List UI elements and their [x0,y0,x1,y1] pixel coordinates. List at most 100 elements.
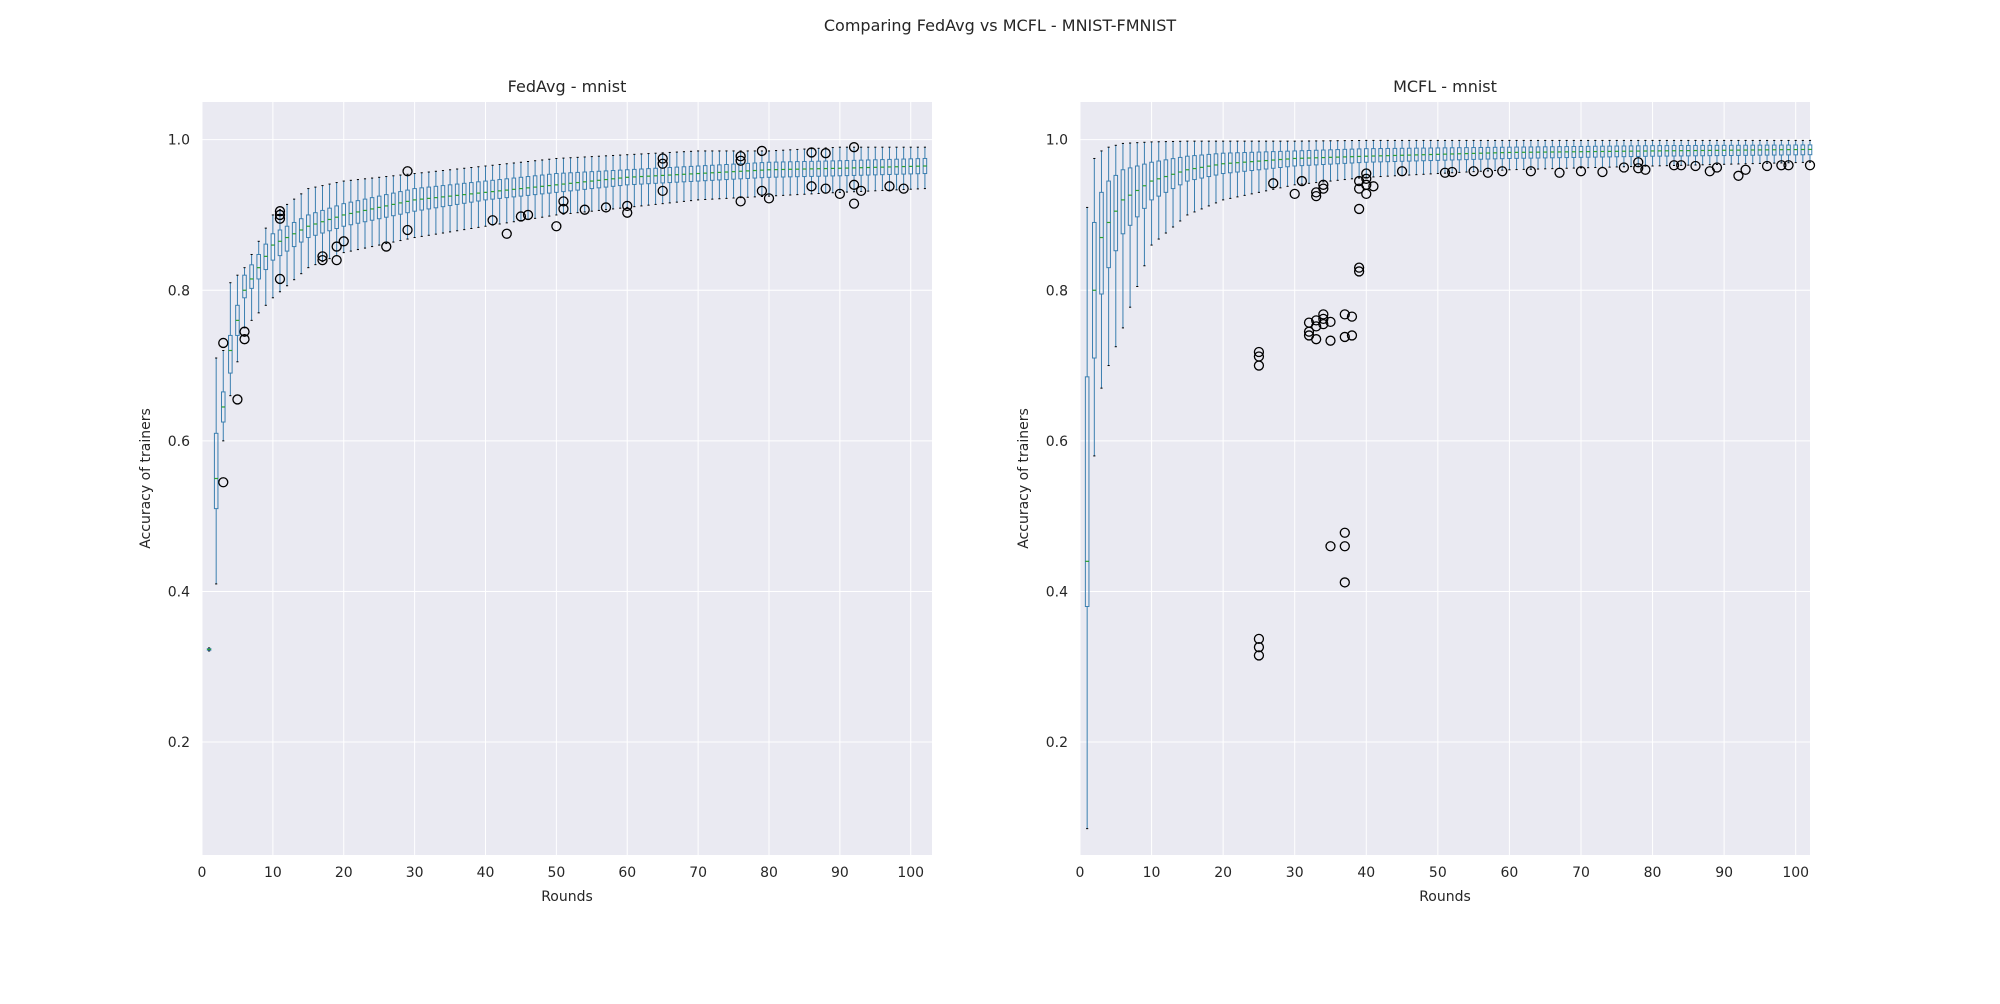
outlier-point [1253,642,1265,653]
outlier-point [763,193,775,204]
box-iqr [1113,174,1119,252]
outlier-point [1268,178,1279,189]
box-iqr [270,233,276,261]
box-iqr [469,182,474,203]
outlier-point [1311,321,1322,332]
box-iqr [490,179,495,200]
outlier-point [1761,160,1773,172]
x-tick-label: 60 [618,865,636,881]
outlier-point [1361,179,1372,190]
box-iqr [589,171,595,190]
box-iqr [256,253,261,280]
outlier-point [1296,175,1308,187]
outlier-point [1346,330,1358,341]
outlier-point [579,204,590,215]
box-iqr [518,176,524,197]
box-iqr [284,225,290,252]
y-tick-label: 0.6 [1046,434,1068,450]
x-tick-label: 20 [1214,865,1232,881]
outlier-point [1318,179,1329,190]
outlier-point [1733,170,1744,181]
outlier-point [657,185,668,197]
outlier-point [834,188,846,200]
box-iqr [291,221,297,248]
outlier-point [1804,160,1816,171]
outlier-point [551,221,562,232]
plot-background [202,102,932,855]
box-iqr [1192,155,1197,181]
outlier-point [1325,316,1336,328]
x-tick-label: 0 [1076,865,1085,881]
box-iqr [1206,153,1212,178]
outlier-point [1289,188,1300,200]
outlier-point [1525,166,1537,177]
x-tick-label: 30 [1286,865,1304,881]
outlier-point [657,158,668,169]
outlier-point [600,202,612,213]
box-iqr [532,175,538,196]
outlier-point [1468,166,1479,177]
outlier-point [274,213,286,224]
outlier-point [848,179,860,190]
outlier-point [274,273,286,285]
x-tick-label: 0 [198,865,207,881]
plot-background [1080,102,1810,855]
figure-title: Comparing FedAvg vs MCFL - MNIST-FMNIST [823,16,1177,35]
x-tick-label: 50 [547,865,565,881]
outlier-point [1618,162,1630,173]
box-iqr [1127,167,1133,226]
outlier-point [331,254,342,266]
box-iqr [1356,148,1362,164]
box-iqr [440,185,446,208]
outlier-point [1325,335,1336,346]
box-iqr [213,432,219,510]
y-tick-label: 0.8 [168,283,190,299]
box-iqr [454,183,460,205]
box-iqr [249,264,254,289]
box-iqr [539,174,545,195]
outlier-point [338,236,349,247]
box-iqr [461,182,467,204]
box-iqr [1199,154,1204,179]
box-iqr [504,178,510,199]
outlier-point [1439,167,1451,178]
x-tick-label: 90 [1715,865,1733,881]
x-axis-label: Rounds [541,889,593,905]
box-iqr [277,229,283,257]
box-iqr [1371,148,1376,163]
outlier-point [1575,166,1587,177]
outlier-point [381,241,392,252]
box-iqr [511,177,517,198]
outlier-point [487,215,498,226]
outlier-point [274,206,286,217]
subplot-title: FedAvg - mnist [508,77,627,96]
outlier-point [1339,577,1350,588]
outlier-point [1711,162,1723,173]
panel-mcfl: 0 10 20 30 40 50 60 70 80 90 100 0.2 0.4 0.6 0.8 1.0 MCF… [1016,77,1816,905]
outlier-point [501,228,512,239]
outlier-point [622,200,633,212]
outlier-point [756,185,768,197]
x-tick-label: 100 [1782,865,1809,881]
outlier-point [1339,331,1350,343]
outlier-point [1318,318,1329,330]
outlier-point [1325,541,1336,552]
outlier-point [1447,166,1458,178]
box-iqr [582,171,587,190]
box-iqr [483,180,488,201]
outlier-point [1353,262,1365,273]
outlier-point [855,185,867,197]
box-iqr [547,173,552,194]
outlier-point [1597,166,1608,178]
box-iqr [228,334,233,374]
outlier-point [1482,167,1494,178]
outlier-point [1361,173,1372,184]
outlier-point [1339,541,1350,552]
box-iqr [596,170,602,189]
outlier-point [1497,166,1508,177]
panel-fedavg: 0 10 20 30 40 50 60 70 80 90 100 0.2 0.4 0.6 0.8 1.0 Fed… [138,77,932,905]
outlier-point [884,181,895,192]
x-tick-label: 100 [897,865,924,881]
x-axis-label: Rounds [1419,889,1471,905]
x-tick-label: 80 [1644,865,1662,881]
